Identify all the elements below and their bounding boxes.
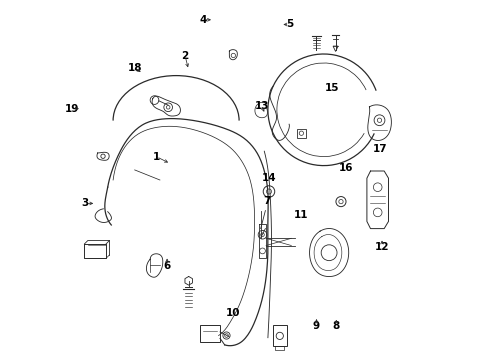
Text: 6: 6 — [163, 261, 170, 271]
Text: 15: 15 — [324, 83, 338, 93]
Text: 4: 4 — [199, 15, 206, 25]
Text: 18: 18 — [127, 63, 142, 73]
Text: 3: 3 — [81, 198, 89, 208]
Text: 16: 16 — [338, 163, 352, 174]
Text: 1: 1 — [152, 152, 160, 162]
Text: 9: 9 — [312, 321, 320, 331]
Text: 13: 13 — [254, 101, 268, 111]
Text: 8: 8 — [332, 321, 339, 331]
Text: 14: 14 — [261, 173, 276, 183]
Text: 5: 5 — [285, 19, 292, 30]
Text: 17: 17 — [372, 144, 387, 154]
Text: 12: 12 — [374, 242, 388, 252]
Text: 10: 10 — [225, 308, 240, 318]
Text: 2: 2 — [181, 51, 188, 61]
Text: 19: 19 — [65, 104, 80, 114]
Text: 11: 11 — [293, 210, 308, 220]
Text: 7: 7 — [263, 196, 270, 206]
